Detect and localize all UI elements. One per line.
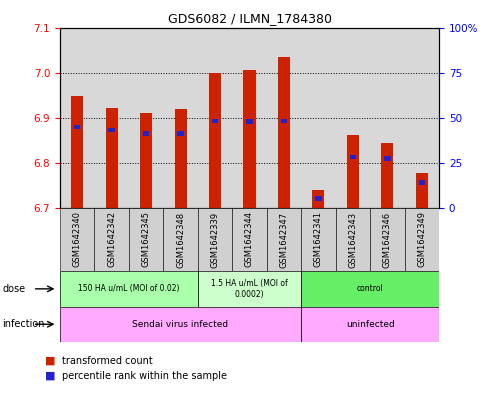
- Bar: [381, 143, 393, 208]
- FancyBboxPatch shape: [301, 271, 439, 307]
- FancyBboxPatch shape: [163, 208, 198, 271]
- Bar: [209, 73, 221, 208]
- Bar: [163, 28, 198, 208]
- Text: GSM1642340: GSM1642340: [73, 211, 82, 267]
- Bar: [370, 28, 405, 208]
- FancyBboxPatch shape: [60, 307, 301, 342]
- Bar: [108, 128, 115, 132]
- Text: GSM1642347: GSM1642347: [279, 211, 288, 268]
- Text: GSM1642348: GSM1642348: [176, 211, 185, 268]
- Bar: [280, 119, 287, 123]
- FancyBboxPatch shape: [370, 208, 405, 271]
- FancyBboxPatch shape: [232, 208, 267, 271]
- Bar: [74, 125, 80, 129]
- Bar: [106, 108, 118, 208]
- Bar: [315, 196, 322, 200]
- Bar: [177, 131, 184, 136]
- Bar: [129, 28, 163, 208]
- Text: 150 HA u/mL (MOI of 0.02): 150 HA u/mL (MOI of 0.02): [78, 285, 180, 293]
- Bar: [278, 57, 290, 208]
- Text: transformed count: transformed count: [62, 356, 153, 366]
- Text: GSM1642341: GSM1642341: [314, 211, 323, 267]
- FancyBboxPatch shape: [60, 208, 94, 271]
- Bar: [244, 70, 255, 208]
- Bar: [384, 156, 391, 161]
- Text: GSM1642346: GSM1642346: [383, 211, 392, 268]
- FancyBboxPatch shape: [198, 208, 232, 271]
- Bar: [71, 96, 83, 208]
- Text: GSM1642339: GSM1642339: [211, 211, 220, 268]
- Bar: [350, 155, 356, 160]
- Bar: [175, 109, 187, 208]
- Text: GSM1642345: GSM1642345: [142, 211, 151, 267]
- Text: ■: ■: [45, 371, 55, 381]
- Bar: [140, 114, 152, 208]
- Bar: [405, 28, 439, 208]
- Bar: [267, 28, 301, 208]
- Text: GSM1642349: GSM1642349: [417, 211, 426, 267]
- Bar: [416, 173, 428, 208]
- Text: ■: ■: [45, 356, 55, 366]
- FancyBboxPatch shape: [336, 208, 370, 271]
- Text: GSM1642344: GSM1642344: [245, 211, 254, 267]
- Bar: [347, 135, 359, 208]
- Text: 1.5 HA u/mL (MOI of
0.0002): 1.5 HA u/mL (MOI of 0.0002): [211, 279, 288, 299]
- FancyBboxPatch shape: [94, 208, 129, 271]
- FancyBboxPatch shape: [60, 271, 198, 307]
- FancyBboxPatch shape: [198, 271, 301, 307]
- FancyBboxPatch shape: [267, 208, 301, 271]
- Bar: [246, 119, 253, 124]
- Text: dose: dose: [2, 284, 25, 294]
- FancyBboxPatch shape: [405, 208, 439, 271]
- Text: Sendai virus infected: Sendai virus infected: [133, 320, 229, 329]
- Text: control: control: [357, 285, 384, 293]
- Text: percentile rank within the sample: percentile rank within the sample: [62, 371, 228, 381]
- Bar: [232, 28, 267, 208]
- Text: uninfected: uninfected: [346, 320, 395, 329]
- FancyBboxPatch shape: [301, 208, 336, 271]
- Bar: [301, 28, 336, 208]
- Bar: [212, 119, 219, 123]
- Title: GDS6082 / ILMN_1784380: GDS6082 / ILMN_1784380: [168, 12, 331, 25]
- Bar: [336, 28, 370, 208]
- Bar: [419, 180, 425, 185]
- FancyBboxPatch shape: [129, 208, 163, 271]
- Bar: [60, 28, 94, 208]
- Text: GSM1642343: GSM1642343: [348, 211, 357, 268]
- FancyBboxPatch shape: [301, 307, 439, 342]
- Text: GSM1642342: GSM1642342: [107, 211, 116, 267]
- Bar: [94, 28, 129, 208]
- Bar: [198, 28, 232, 208]
- Bar: [312, 190, 324, 208]
- Text: infection: infection: [2, 319, 45, 329]
- Bar: [143, 131, 149, 136]
